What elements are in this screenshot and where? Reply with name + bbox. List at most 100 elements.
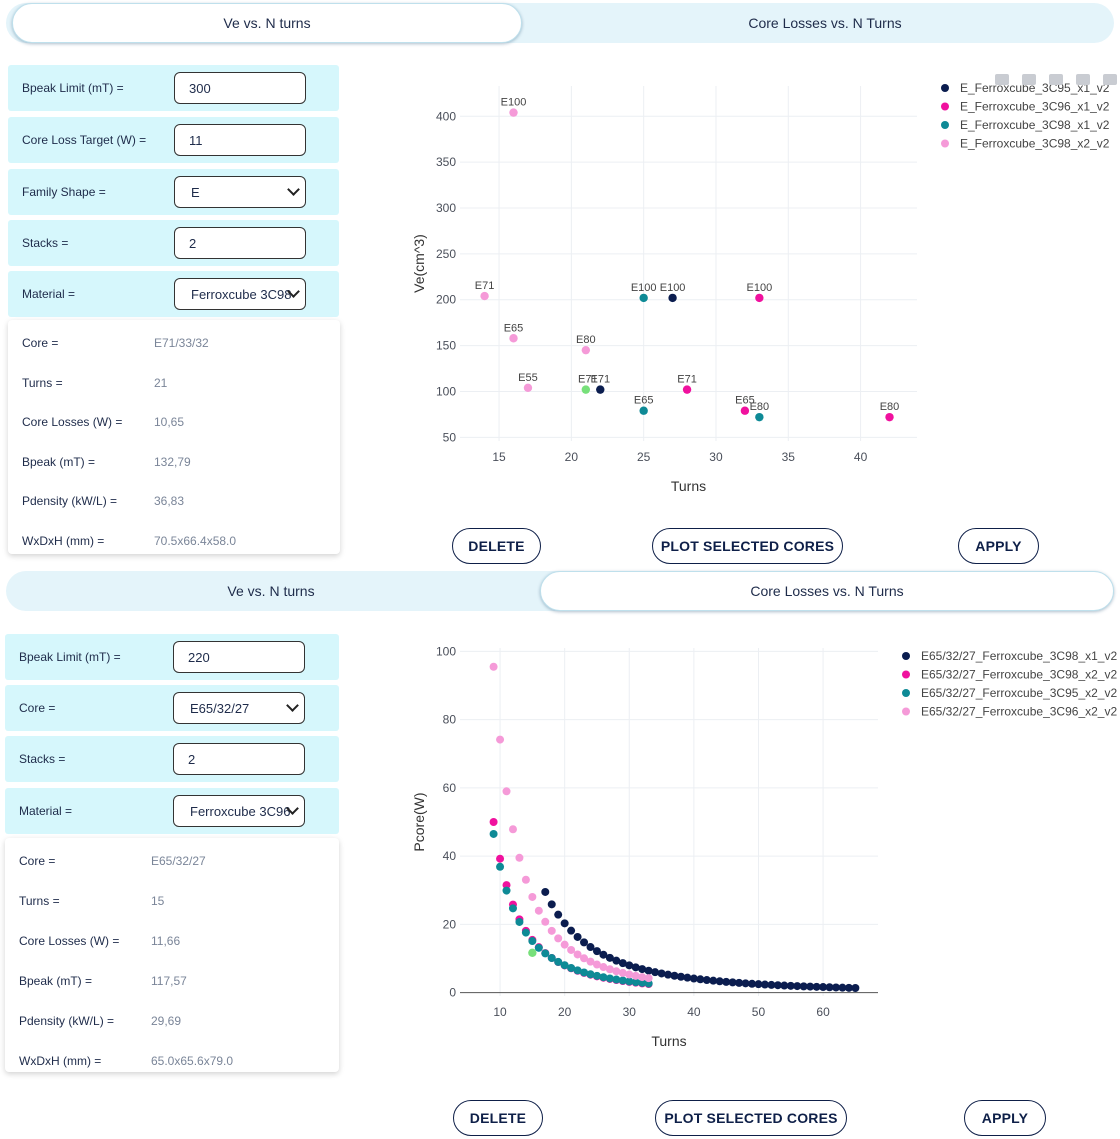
tab-ve-vs-turns[interactable]: Ve vs. N turns bbox=[12, 3, 522, 43]
data-point bbox=[515, 853, 524, 862]
data-point bbox=[496, 735, 505, 744]
x-tick-label: 15 bbox=[492, 450, 506, 464]
data-label: E100 bbox=[747, 282, 773, 294]
zoom-out-icon[interactable] bbox=[1076, 74, 1090, 85]
apply-button[interactable]: APPLY bbox=[964, 1100, 1046, 1136]
tab-ve-vs-turns[interactable]: Ve vs. N turns bbox=[227, 583, 315, 599]
family-shape-select[interactable]: E bbox=[174, 176, 306, 208]
result-label: WxDxH (mm) = bbox=[19, 1054, 102, 1068]
data-point bbox=[489, 829, 498, 838]
material-select[interactable]: Ferroxcube 3C96 bbox=[173, 795, 305, 827]
data-label: E55 bbox=[518, 372, 538, 384]
data-point bbox=[709, 976, 718, 985]
result-value: 70.5x66.4x58.0 bbox=[154, 534, 237, 548]
apply-button[interactable]: APPLY bbox=[958, 528, 1039, 564]
data-point bbox=[755, 412, 764, 422]
data-point bbox=[547, 926, 556, 935]
stacks-input[interactable] bbox=[174, 227, 306, 259]
material-value: Ferroxcube 3C98 bbox=[191, 286, 292, 302]
delete-button[interactable]: DELETE bbox=[452, 528, 541, 564]
form-row-material: Material = Ferroxcube 3C96 bbox=[5, 788, 339, 834]
data-point bbox=[586, 943, 595, 952]
result-label: Core Losses (W) = bbox=[19, 934, 120, 948]
data-point bbox=[812, 982, 821, 991]
core-losses-vs-turns-chart[interactable]: 10 20 30 40 50 60 0 20 40 60 80 100 Turns Pcore(W) E65… bbox=[0, 630, 1120, 1075]
data-point bbox=[644, 966, 653, 975]
plot-selected-cores-button[interactable]: PLOT SELECTED CORES bbox=[652, 528, 843, 564]
tab-core-losses-vs-turns[interactable]: Core Losses vs. N Turns bbox=[540, 571, 1114, 611]
data-point bbox=[515, 917, 524, 926]
data-point bbox=[567, 945, 576, 954]
autoscale-icon[interactable] bbox=[1103, 74, 1117, 85]
data-point bbox=[612, 956, 621, 965]
legend-marker bbox=[941, 121, 949, 129]
result-row: Core Losses (W) = 10,65 bbox=[8, 403, 340, 443]
data-point bbox=[580, 954, 589, 963]
zoom-icon[interactable] bbox=[1022, 74, 1036, 85]
x-tick-label: 40 bbox=[854, 450, 868, 464]
result-value: 36,83 bbox=[154, 494, 185, 508]
stacks-input[interactable] bbox=[173, 743, 305, 775]
legend-entry: E65/32/27_Ferroxcube_3C98_x2_v2 bbox=[921, 668, 1117, 682]
delete-button[interactable]: DELETE bbox=[453, 1100, 543, 1136]
data-point bbox=[596, 385, 605, 394]
results-card-2: Core = E65/32/27 Turns = 15 Core Losses (W… bbox=[5, 838, 339, 1072]
family-shape-label: Family Shape = bbox=[22, 185, 106, 199]
result-row: Turns = 15 bbox=[5, 882, 339, 922]
core-loss-target-input[interactable] bbox=[174, 124, 306, 156]
ve-vs-turns-chart[interactable]: 15 20 25 30 35 40 50 100 150 200 250 300 350 400 Turns… bbox=[0, 62, 1120, 502]
x-tick-label: 35 bbox=[782, 450, 796, 464]
data-point bbox=[580, 938, 589, 947]
legend-entry: E_Ferroxcube_3C98_x1_v2 bbox=[960, 118, 1110, 132]
data-label: E100 bbox=[501, 97, 527, 109]
data-point bbox=[735, 978, 744, 987]
tab-bar-1: Ve vs. N turns Core Losses vs. N Turns bbox=[6, 3, 1114, 43]
bpeak-limit-input[interactable] bbox=[173, 641, 305, 673]
form-row-family-shape: Family Shape = E bbox=[8, 169, 339, 215]
y-tick-label: 150 bbox=[436, 339, 456, 353]
result-label: Pdensity (kW/L) = bbox=[19, 1014, 115, 1028]
data-point bbox=[521, 928, 530, 937]
data-point bbox=[547, 954, 556, 963]
data-point bbox=[754, 980, 763, 989]
data-point bbox=[755, 293, 764, 303]
plot-selected-cores-button[interactable]: PLOT SELECTED CORES bbox=[655, 1100, 847, 1136]
data-point bbox=[722, 977, 731, 986]
y-tick-label: 80 bbox=[443, 713, 457, 727]
x-tick-label: 40 bbox=[687, 1005, 701, 1019]
core-select[interactable]: E65/32/27 bbox=[173, 692, 305, 724]
bpeak-limit-input[interactable] bbox=[174, 72, 306, 104]
data-label: E65 bbox=[504, 322, 524, 334]
zoom-in-icon[interactable] bbox=[1049, 74, 1063, 85]
result-row: Bpeak (mT) = 132,79 bbox=[8, 443, 340, 483]
x-tick-label: 20 bbox=[558, 1005, 572, 1019]
material-select[interactable]: Ferroxcube 3C98 bbox=[174, 278, 306, 310]
data-point bbox=[748, 979, 757, 988]
y-tick-label: 20 bbox=[443, 917, 457, 931]
bpeak-limit-label: Bpeak Limit (mT) = bbox=[22, 81, 124, 95]
camera-icon[interactable] bbox=[995, 74, 1009, 85]
data-point bbox=[806, 982, 815, 991]
selected-core-point bbox=[581, 385, 591, 394]
y-tick-label: 40 bbox=[443, 849, 457, 863]
data-point bbox=[580, 968, 589, 977]
data-point bbox=[651, 968, 660, 977]
data-point bbox=[664, 970, 673, 979]
legend-entry: E65/32/27_Ferroxcube_3C95_x2_v2 bbox=[921, 686, 1117, 700]
data-point bbox=[885, 412, 894, 422]
form-row-material: Material = Ferroxcube 3C98 bbox=[8, 271, 339, 317]
x-tick-label: 60 bbox=[816, 1005, 830, 1019]
data-label: E80 bbox=[750, 401, 770, 413]
selected-core-point bbox=[528, 948, 537, 958]
result-value: 10,65 bbox=[154, 415, 185, 429]
stacks-label: Stacks = bbox=[22, 236, 69, 250]
result-label: Turns = bbox=[22, 376, 63, 390]
result-row: Core = E71/33/32 bbox=[8, 324, 340, 364]
result-row: Bpeak (mT) = 117,57 bbox=[5, 962, 339, 1002]
result-value: 29,69 bbox=[151, 1014, 182, 1028]
data-point bbox=[838, 983, 847, 992]
tab-core-losses-vs-turns[interactable]: Core Losses vs. N Turns bbox=[748, 15, 902, 31]
result-label: WxDxH (mm) = bbox=[22, 534, 105, 548]
data-label: E71 bbox=[590, 374, 610, 386]
x-tick-label: 25 bbox=[637, 450, 651, 464]
